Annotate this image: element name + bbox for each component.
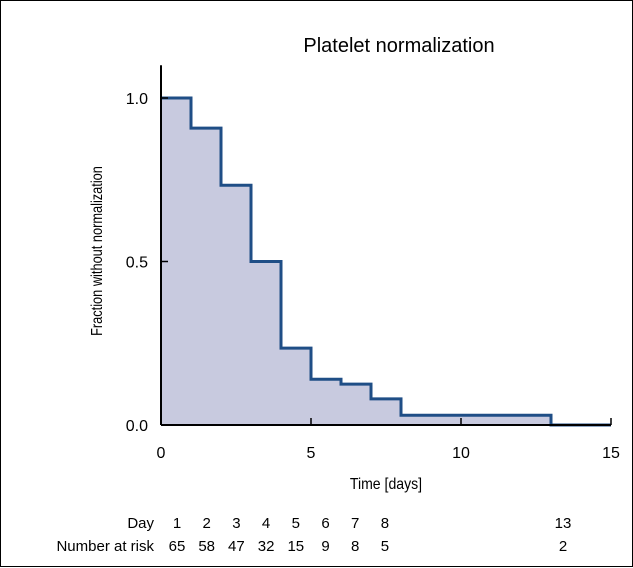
risk-table-at-risk-label: Number at risk — [56, 538, 154, 555]
risk-table-day: 3 — [232, 515, 240, 532]
risk-table-count: 8 — [351, 538, 359, 555]
risk-table-day: 4 — [262, 515, 270, 532]
survival-area-fill — [161, 98, 551, 425]
risk-table-day: 13 — [555, 515, 572, 532]
risk-table-count: 58 — [198, 538, 215, 555]
x-axis-ticks: 0 5 10 15 — [157, 418, 620, 462]
risk-table-days: 1 2 3 4 5 6 7 8 13 — [173, 515, 572, 532]
x-tick-label: 5 — [307, 445, 316, 462]
risk-table: Day Number at risk 1 2 3 4 5 6 7 8 13 65 58 47 32 15… — [56, 515, 571, 555]
risk-table-day: 6 — [321, 515, 329, 532]
risk-table-count: 5 — [381, 538, 389, 555]
y-tick-label: 0.0 — [126, 418, 148, 435]
y-tick-label: 1.0 — [126, 91, 148, 108]
y-tick-label: 0.5 — [126, 255, 148, 272]
x-tick-label: 0 — [157, 445, 166, 462]
risk-table-day-label: Day — [127, 515, 154, 532]
risk-table-day: 8 — [381, 515, 389, 532]
plot-area — [161, 96, 611, 427]
risk-table-day: 2 — [203, 515, 211, 532]
risk-table-count: 15 — [287, 538, 304, 555]
risk-table-day: 5 — [292, 515, 300, 532]
x-tick-label: 15 — [602, 445, 620, 462]
risk-table-counts: 65 58 47 32 15 9 8 5 2 — [169, 538, 568, 555]
x-tick-label: 10 — [452, 445, 470, 462]
y-axis-label: Fraction without normalization — [89, 166, 107, 336]
risk-table-count: 47 — [228, 538, 245, 555]
risk-table-day: 1 — [173, 515, 181, 532]
x-axis-label: Time [days] — [350, 475, 422, 493]
chart-title: Platelet normalization — [303, 35, 494, 57]
y-axis-ticks: 0.0 0.5 1.0 — [126, 91, 168, 435]
risk-table-count: 2 — [559, 538, 567, 555]
risk-table-count: 65 — [169, 538, 186, 555]
risk-table-count: 9 — [321, 538, 329, 555]
risk-table-count: 32 — [258, 538, 275, 555]
survival-step-line — [161, 96, 611, 427]
risk-table-day: 7 — [351, 515, 359, 532]
